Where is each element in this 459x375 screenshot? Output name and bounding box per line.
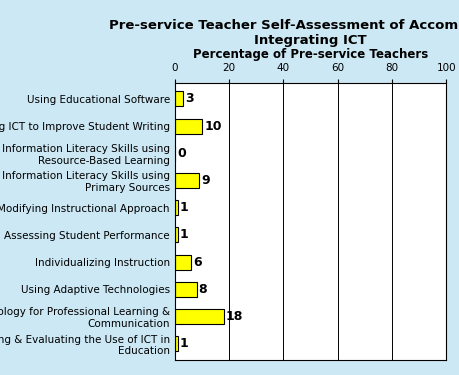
- Bar: [174, 227, 177, 242]
- Text: 1: 1: [179, 337, 188, 350]
- Bar: [174, 282, 196, 297]
- Bar: [174, 173, 199, 188]
- Bar: [174, 118, 202, 134]
- Bar: [174, 92, 183, 106]
- Text: 8: 8: [198, 283, 207, 296]
- Title: Pre-service Teacher Self-Assessment of Accomplished
Integrating ICT: Pre-service Teacher Self-Assessment of A…: [108, 19, 459, 46]
- Text: 1: 1: [179, 201, 188, 214]
- Bar: [174, 309, 223, 324]
- X-axis label: Percentage of Pre-service Teachers: Percentage of Pre-service Teachers: [192, 48, 427, 61]
- Bar: [174, 200, 177, 215]
- Text: 18: 18: [225, 310, 243, 323]
- Text: 0: 0: [177, 147, 185, 160]
- Text: 6: 6: [193, 255, 202, 268]
- Text: 10: 10: [204, 120, 221, 132]
- Text: 1: 1: [179, 228, 188, 242]
- Text: 9: 9: [201, 174, 210, 187]
- Text: 3: 3: [185, 92, 193, 105]
- Bar: [174, 336, 177, 351]
- Bar: [174, 255, 190, 270]
